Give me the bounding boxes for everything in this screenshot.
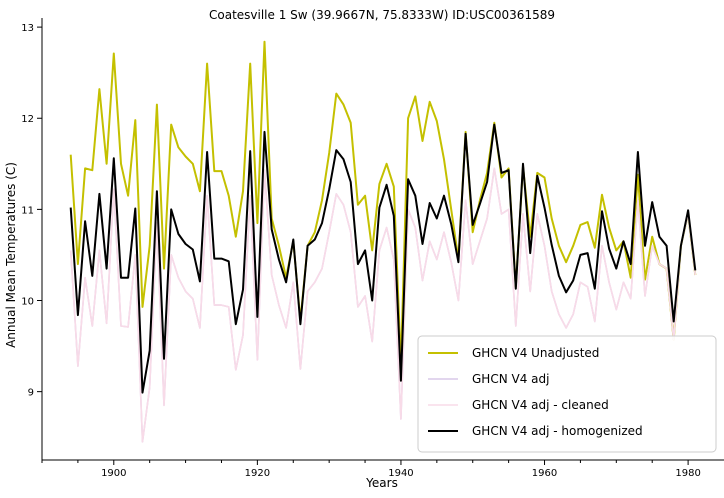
series-lines: [69, 40, 697, 443]
y-axis: 9 10 11 12 13: [21, 18, 43, 460]
series-line-3: [69, 123, 697, 394]
legend-box: [417, 335, 717, 453]
legend: GHCN V4 Unadjusted GHCN V4 adj GHCN V4 adj…: [417, 335, 717, 453]
x-tick-label: 1960: [532, 468, 557, 479]
x-tick-label: 1940: [388, 468, 413, 479]
chart-title: Coatesville 1 Sw (39.9667N, 75.8333W) ID…: [209, 8, 555, 22]
series-line-0: [69, 40, 697, 366]
y-tick-label: 9: [28, 388, 34, 399]
y-tick-label: 10: [21, 297, 34, 308]
x-axis: 1900 1920 1940 1960 1980: [41, 459, 724, 479]
x-axis-title: Years: [365, 476, 398, 490]
x-tick-label: 1920: [245, 468, 270, 479]
x-tick-label: 1900: [101, 468, 126, 479]
series-line-2: [69, 167, 697, 443]
legend-label-1: GHCN V4 adj: [472, 372, 549, 386]
legend-label-0: GHCN V4 Unadjusted: [472, 346, 599, 360]
y-tick-label: 11: [21, 205, 34, 216]
y-tick-label: 12: [21, 114, 34, 125]
x-tick-label: 1980: [675, 468, 700, 479]
y-axis-title: Annual Mean Temperatures (C): [4, 162, 18, 348]
legend-label-2: GHCN V4 adj - cleaned: [472, 398, 609, 412]
legend-label-3: GHCN V4 adj - homogenized: [472, 424, 643, 438]
y-tick-label: 13: [21, 23, 34, 34]
